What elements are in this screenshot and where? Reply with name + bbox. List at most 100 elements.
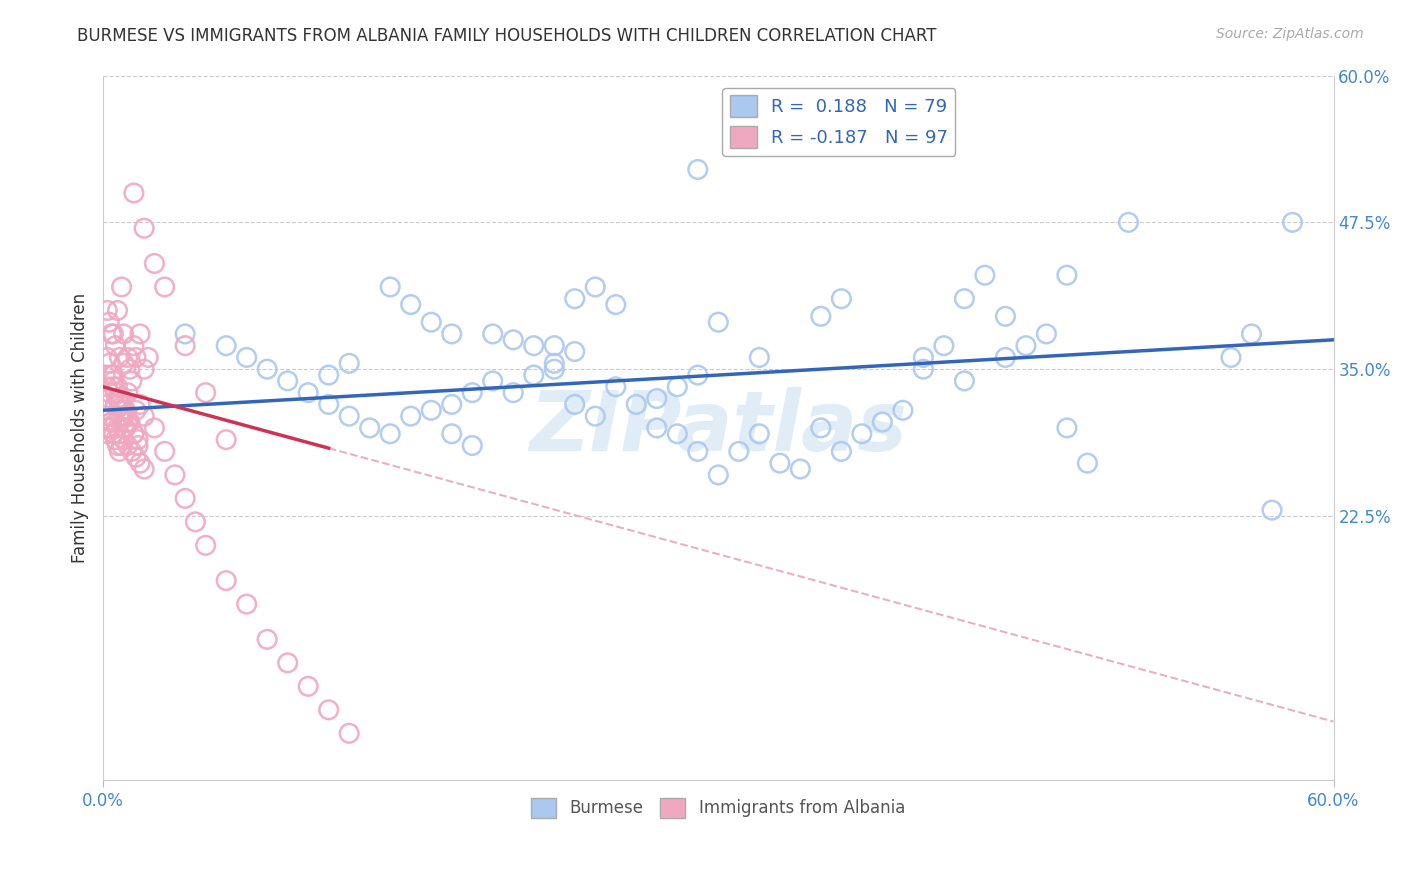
Point	[481, 374, 503, 388]
Point	[98, 421, 121, 435]
Point	[114, 403, 136, 417]
Point	[107, 303, 129, 318]
Point	[1056, 268, 1078, 283]
Point	[121, 444, 143, 458]
Point	[830, 444, 852, 458]
Point	[564, 397, 586, 411]
Point	[523, 339, 546, 353]
Text: ZIPatlas: ZIPatlas	[530, 387, 907, 468]
Point	[112, 421, 135, 435]
Point	[134, 409, 156, 424]
Point	[912, 351, 935, 365]
Point	[100, 326, 122, 341]
Point	[100, 415, 122, 429]
Point	[122, 426, 145, 441]
Point	[174, 326, 197, 341]
Point	[108, 444, 131, 458]
Point	[769, 456, 792, 470]
Point	[108, 351, 131, 365]
Point	[108, 392, 131, 406]
Text: BURMESE VS IMMIGRANTS FROM ALBANIA FAMILY HOUSEHOLDS WITH CHILDREN CORRELATION C: BURMESE VS IMMIGRANTS FROM ALBANIA FAMIL…	[77, 27, 936, 45]
Point	[235, 351, 257, 365]
Point	[481, 326, 503, 341]
Point	[127, 433, 149, 447]
Point	[215, 339, 238, 353]
Point	[645, 392, 668, 406]
Point	[143, 256, 166, 270]
Point	[399, 409, 422, 424]
Point	[129, 326, 152, 341]
Point	[110, 438, 132, 452]
Point	[727, 444, 749, 458]
Point	[318, 397, 340, 411]
Point	[114, 421, 136, 435]
Point	[96, 426, 118, 441]
Point	[523, 368, 546, 382]
Point	[112, 433, 135, 447]
Point	[98, 315, 121, 329]
Point	[117, 415, 139, 429]
Point	[994, 310, 1017, 324]
Point	[810, 421, 832, 435]
Point	[110, 280, 132, 294]
Point	[103, 326, 125, 341]
Point	[502, 333, 524, 347]
Point	[645, 421, 668, 435]
Point	[994, 351, 1017, 365]
Point	[359, 421, 381, 435]
Point	[107, 380, 129, 394]
Point	[122, 339, 145, 353]
Point	[440, 326, 463, 341]
Point	[96, 380, 118, 394]
Point	[810, 310, 832, 324]
Point	[564, 344, 586, 359]
Point	[103, 374, 125, 388]
Point	[337, 356, 360, 370]
Point	[953, 292, 976, 306]
Point	[100, 409, 122, 424]
Point	[420, 315, 443, 329]
Point	[974, 268, 997, 283]
Point	[98, 421, 121, 435]
Point	[277, 656, 299, 670]
Point	[1035, 326, 1057, 341]
Point	[108, 409, 131, 424]
Point	[1220, 351, 1243, 365]
Point	[318, 703, 340, 717]
Point	[94, 368, 117, 382]
Point	[440, 397, 463, 411]
Point	[1281, 215, 1303, 229]
Point	[98, 385, 121, 400]
Point	[122, 186, 145, 200]
Point	[174, 339, 197, 353]
Point	[134, 221, 156, 235]
Point	[153, 280, 176, 294]
Point	[543, 362, 565, 376]
Point	[912, 362, 935, 376]
Point	[108, 426, 131, 441]
Point	[121, 374, 143, 388]
Point	[110, 403, 132, 417]
Point	[125, 403, 148, 417]
Point	[104, 397, 127, 411]
Point	[891, 403, 914, 417]
Point	[194, 385, 217, 400]
Point	[583, 409, 606, 424]
Point	[117, 438, 139, 452]
Point	[174, 491, 197, 506]
Point	[543, 356, 565, 370]
Point	[134, 462, 156, 476]
Point	[96, 421, 118, 435]
Point	[104, 339, 127, 353]
Point	[583, 280, 606, 294]
Point	[125, 450, 148, 465]
Point	[117, 351, 139, 365]
Point	[297, 679, 319, 693]
Point	[129, 456, 152, 470]
Point	[103, 426, 125, 441]
Point	[104, 397, 127, 411]
Point	[851, 103, 873, 118]
Point	[153, 444, 176, 458]
Point	[605, 380, 627, 394]
Point	[108, 397, 131, 411]
